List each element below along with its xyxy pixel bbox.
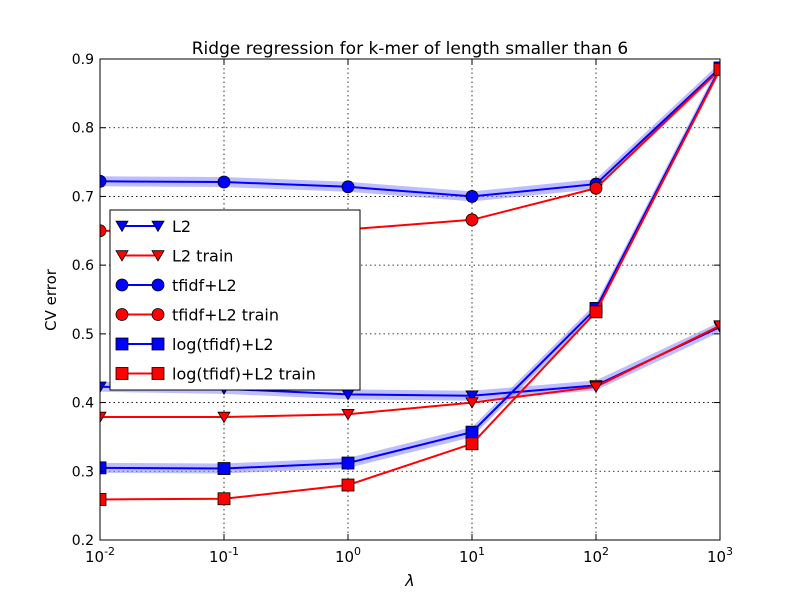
series-line: [100, 68, 720, 501]
x-tick-label: 102: [583, 545, 609, 566]
legend-marker: [115, 278, 129, 292]
y-tick-label: 0.6: [72, 258, 94, 274]
legend-label: tfidf+L2: [172, 276, 237, 295]
data-point: [465, 213, 479, 227]
data-point: [465, 390, 479, 402]
data-point: [217, 175, 231, 189]
y-tick-label: 0.7: [72, 189, 94, 205]
legend: L2 L2 train tfidf+L2 tfidf+L2 train log(tfid…: [109, 209, 361, 391]
series-line: [100, 67, 720, 198]
y-tick-label: 0.9: [72, 52, 94, 68]
y-tick-label: 0.8: [72, 121, 94, 137]
legend-marker: [151, 250, 165, 262]
x-tick-label: 103: [707, 545, 733, 566]
legend-label: log(tfidf)+L2: [172, 335, 274, 354]
data-point: [465, 425, 479, 439]
error-band: [100, 62, 720, 202]
chart-title: Ridge regression for k-mer of length sma…: [192, 39, 628, 59]
y-tick-label: 0.4: [72, 396, 94, 412]
legend-item: log(tfidf)+L2 train: [115, 365, 316, 384]
data-point: [589, 305, 603, 319]
y-tick-label: 0.5: [72, 327, 94, 343]
legend-marker: [151, 220, 165, 233]
legend-label: L2: [172, 217, 191, 236]
data-point: [217, 492, 231, 506]
series-layer: [100, 61, 720, 506]
legend-box: [109, 209, 361, 391]
data-point: [465, 190, 479, 203]
legend-marker: [151, 308, 165, 321]
series-line: [100, 324, 720, 419]
data-point: [100, 461, 107, 475]
legend-item: L2: [115, 217, 191, 236]
tick-layer: 10-2 10-1 100 101 102 103 0.2 0.3 0.4 0.5 0.6 0.7 0.…: [72, 52, 733, 566]
legend-marker: [151, 278, 165, 292]
data-point: [589, 381, 603, 393]
legend-marker: [115, 367, 129, 380]
legend-marker: [115, 308, 129, 321]
x-axis-label: λ: [404, 571, 414, 590]
y-tick-label: 0.3: [72, 464, 94, 480]
series-log-tfidf-l2-train: [100, 62, 720, 506]
legend-marker: [115, 337, 129, 351]
data-point: [217, 462, 231, 475]
series-line: [100, 67, 720, 470]
x-tick-label: 100: [335, 545, 361, 566]
legend-label: tfidf+L2 train: [172, 306, 279, 325]
y-tick-label: 0.2: [72, 533, 94, 549]
data-point: [465, 437, 479, 451]
x-tick-label: 10-2: [85, 545, 115, 566]
y-axis-label: CV error: [42, 268, 60, 331]
data-point: [713, 320, 720, 332]
data-point: [100, 224, 107, 238]
legend-item: tfidf+L2 train: [115, 306, 279, 325]
legend-label: L2 train: [172, 247, 233, 266]
data-point: [100, 493, 107, 506]
data-point: [341, 478, 355, 492]
series-l2-train: [100, 320, 720, 424]
series-tfidf-l2: [100, 61, 720, 203]
x-tick-label: 101: [459, 545, 485, 566]
data-point: [713, 62, 720, 76]
legend-marker: [151, 367, 165, 380]
data-point: [100, 411, 107, 424]
data-point: [341, 456, 355, 470]
legend-item: log(tfidf)+L2: [115, 335, 274, 354]
plot-frame: [99, 58, 721, 541]
data-point: [589, 181, 603, 195]
legend-label: log(tfidf)+L2 train: [172, 365, 316, 384]
x-tick-label: 10-1: [209, 545, 239, 566]
data-point: [100, 174, 107, 188]
legend-item: L2 train: [115, 247, 233, 266]
legend-marker: [115, 250, 129, 262]
data-point: [341, 409, 355, 421]
legend-item: tfidf+L2: [115, 276, 237, 295]
data-point: [217, 411, 231, 424]
data-point: [100, 381, 107, 393]
data-point: [341, 180, 355, 194]
data-point: [465, 397, 479, 409]
legend-marker: [115, 220, 129, 233]
legend-marker: [151, 337, 165, 351]
